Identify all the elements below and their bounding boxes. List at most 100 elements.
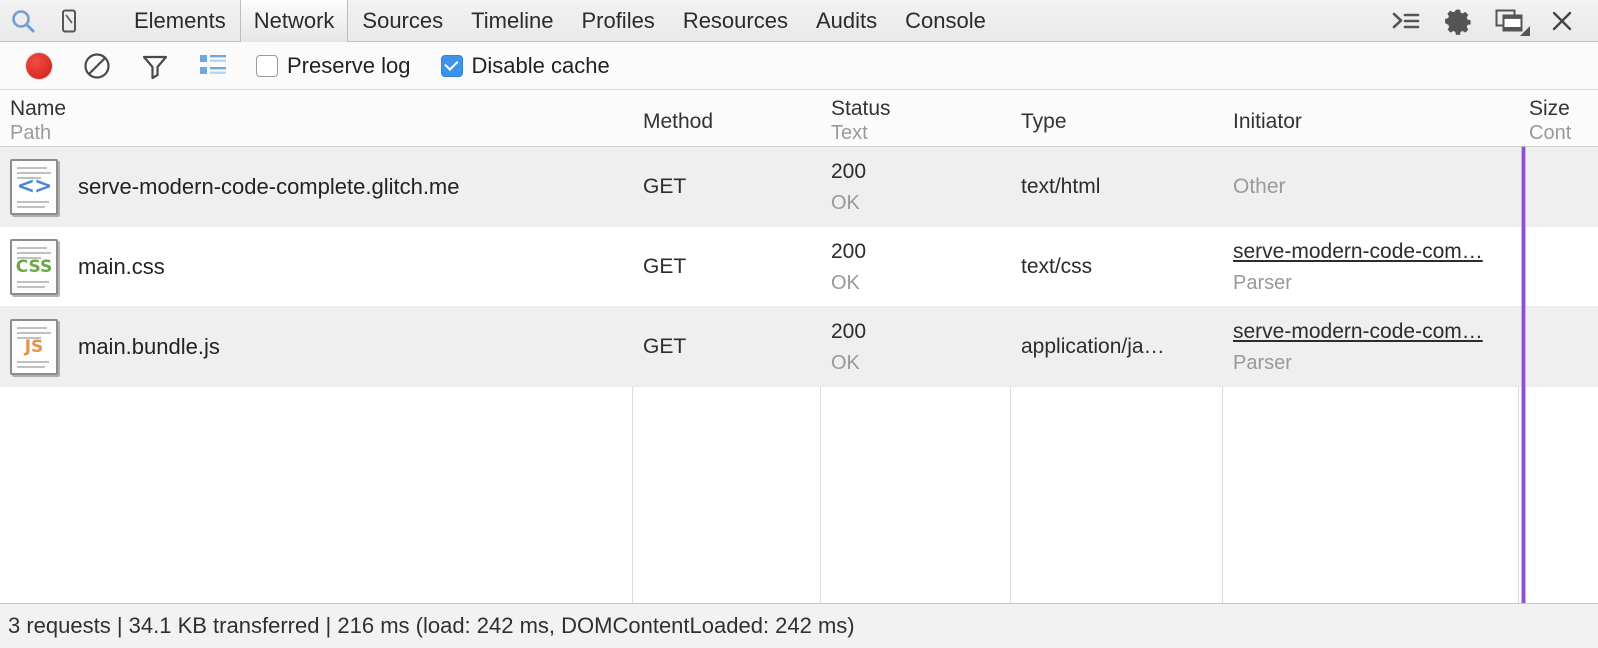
device-mode-icon[interactable]	[46, 0, 92, 42]
record-button[interactable]	[10, 42, 68, 90]
request-size-cell	[1519, 227, 1598, 307]
column-header-method-title: Method	[643, 109, 714, 133]
request-status-cell: 200 OK	[821, 147, 1010, 227]
tabbar-right-controls	[1380, 0, 1598, 42]
request-initiator-type: Parser	[1233, 352, 1292, 374]
close-icon[interactable]	[1536, 0, 1588, 42]
console-drawer-icon[interactable]	[1380, 0, 1432, 42]
request-initiator-type: Parser	[1233, 272, 1292, 294]
request-initiator-cell: Other	[1223, 147, 1518, 227]
request-initiator-cell: serve-modern-code-com… Parser	[1223, 227, 1518, 307]
preserve-log-label: Preserve log	[287, 52, 411, 78]
request-status-code: 200	[831, 160, 867, 183]
table-row[interactable]: JS main.bundle.js GET 200 OK application…	[0, 307, 1598, 387]
clear-button[interactable]	[68, 42, 126, 90]
request-size-cell	[1519, 147, 1598, 227]
request-status-cell: 200 OK	[821, 307, 1010, 387]
dock-position-icon[interactable]	[1484, 0, 1536, 42]
tab-resources[interactable]: Resources	[669, 0, 802, 42]
request-name: serve-modern-code-complete.glitch.me	[78, 174, 460, 199]
request-method: GET	[643, 255, 687, 278]
table-row[interactable]: CSS main.css GET 200 OK text/css serve-m…	[0, 227, 1598, 307]
tab-resources-label: Resources	[682, 7, 788, 33]
record-dot-icon	[26, 52, 52, 79]
request-size-cell	[1519, 307, 1598, 387]
request-method: GET	[643, 175, 687, 198]
tab-elements[interactable]: Elements	[120, 0, 240, 42]
column-header-status-subtitle: Text	[831, 122, 868, 144]
request-method-cell: GET	[633, 147, 820, 227]
tab-sources[interactable]: Sources	[348, 0, 457, 42]
request-name-cell[interactable]: <> serve-modern-code-complete.glitch.me	[0, 147, 632, 227]
preserve-log-checkbox[interactable]: Preserve log	[256, 53, 411, 79]
table-body: <> serve-modern-code-complete.glitch.me …	[0, 147, 1598, 387]
tab-timeline-label: Timeline	[471, 7, 554, 33]
column-header-method[interactable]: Method	[633, 90, 820, 147]
request-status-text: OK	[831, 192, 860, 214]
request-initiator-link[interactable]: serve-modern-code-com…	[1233, 320, 1483, 343]
inspect-element-icon[interactable]	[0, 0, 46, 42]
request-type-cell: text/css	[1011, 227, 1222, 307]
disable-cache-label: Disable cache	[471, 52, 610, 78]
view-list-icon	[200, 54, 226, 74]
panel-tabs: Elements Network Sources Timeline Profil…	[120, 0, 1000, 42]
request-type-cell: application/ja…	[1011, 307, 1222, 387]
table-row[interactable]: <> serve-modern-code-complete.glitch.me …	[0, 147, 1598, 227]
request-method-cell: GET	[633, 307, 820, 387]
column-header-status[interactable]: Status Text	[821, 90, 1010, 147]
column-header-name-subtitle: Path	[10, 122, 52, 144]
network-requests-table: Name Path Method Status Text Type Initia…	[0, 90, 1598, 603]
column-header-type-title: Type	[1021, 109, 1067, 133]
js-icon-badge: JS	[24, 337, 44, 357]
tab-profiles-label: Profiles	[581, 7, 655, 33]
html-icon-badge: <>	[16, 174, 53, 199]
request-status-text: OK	[831, 272, 860, 294]
tab-audits[interactable]: Audits	[802, 0, 891, 42]
column-header-size-subtitle: Cont	[1529, 122, 1572, 144]
disable-cache-box-icon	[440, 54, 463, 77]
request-name: main.css	[78, 254, 165, 279]
tab-console[interactable]: Console	[891, 0, 1000, 42]
tab-elements-label: Elements	[134, 7, 226, 33]
request-initiator-link[interactable]: serve-modern-code-com…	[1233, 240, 1483, 263]
html-file-icon: <>	[10, 159, 58, 215]
column-header-initiator-title: Initiator	[1233, 109, 1302, 133]
tab-network[interactable]: Network	[239, 0, 349, 42]
disable-cache-checkbox[interactable]: Disable cache	[440, 52, 610, 79]
filter-button[interactable]	[126, 42, 184, 90]
tab-sources-label: Sources	[362, 7, 444, 33]
css-icon-badge: CSS	[15, 257, 53, 277]
tab-profiles[interactable]: Profiles	[567, 0, 668, 42]
column-header-name[interactable]: Name Path	[0, 90, 632, 147]
request-status-code: 200	[831, 240, 867, 263]
request-name: main.bundle.js	[78, 334, 220, 359]
network-summary-bar: 3 requests | 34.1 KB transferred | 216 m…	[0, 603, 1598, 648]
request-type: text/css	[1021, 255, 1093, 278]
request-status-code: 200	[831, 320, 867, 343]
network-control-bar: Preserve log Disable cache	[0, 42, 1598, 90]
tab-timeline[interactable]: Timeline	[457, 0, 567, 42]
domcontentloaded-marker	[1522, 147, 1525, 603]
network-summary-text: 3 requests | 34.1 KB transferred | 216 m…	[8, 613, 855, 638]
request-method-cell: GET	[633, 227, 820, 307]
column-header-initiator[interactable]: Initiator	[1223, 90, 1518, 147]
request-method: GET	[643, 335, 687, 358]
funnel-filter-icon	[142, 55, 168, 79]
request-initiator: Other	[1233, 175, 1286, 198]
request-initiator-cell: serve-modern-code-com… Parser	[1223, 307, 1518, 387]
settings-gear-icon[interactable]	[1432, 0, 1484, 42]
column-header-size[interactable]: Size Cont	[1519, 90, 1598, 147]
tab-audits-label: Audits	[815, 7, 878, 33]
request-type: application/ja…	[1021, 335, 1165, 358]
request-name-cell[interactable]: JS main.bundle.js	[0, 307, 632, 387]
column-header-type[interactable]: Type	[1011, 90, 1222, 147]
tab-network-label: Network	[253, 7, 335, 33]
column-header-status-title: Status	[831, 97, 891, 120]
js-file-icon: JS	[10, 319, 58, 375]
request-status-text: OK	[831, 352, 860, 374]
clear-circle-slash-icon	[84, 52, 110, 79]
large-rows-button[interactable]	[184, 42, 242, 90]
request-name-cell[interactable]: CSS main.css	[0, 227, 632, 307]
tab-console-label: Console	[905, 7, 986, 33]
